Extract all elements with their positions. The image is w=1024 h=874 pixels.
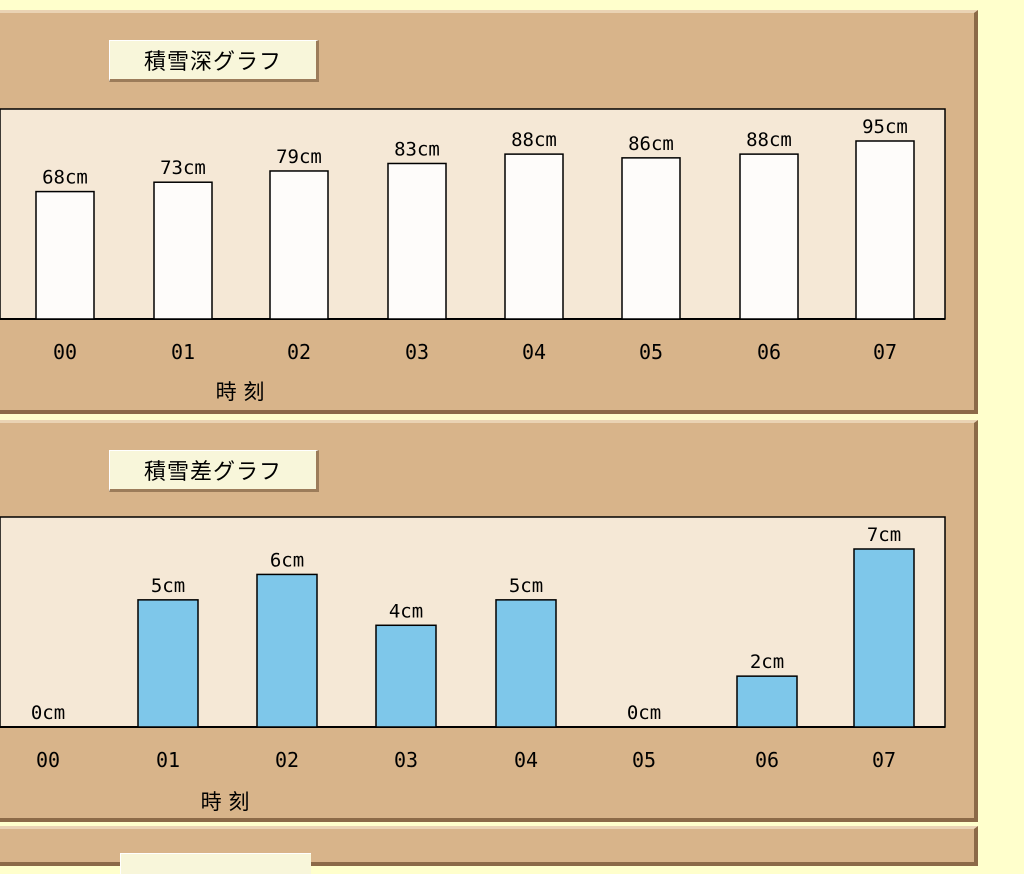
diff-tick-label-01: 01	[156, 748, 180, 772]
next-title-button[interactable]	[120, 853, 311, 874]
depth-tick-label-00: 00	[53, 340, 77, 364]
diff-value-label-02: 6cm	[270, 549, 304, 571]
diff-value-label-04: 5cm	[509, 575, 543, 597]
diff-bar-02	[256, 573, 318, 728]
depth-bar-03	[387, 162, 447, 320]
depth-value-label-00: 68cm	[42, 167, 88, 189]
diff-value-label-06: 2cm	[750, 651, 784, 673]
diff-tick-label-00: 00	[36, 748, 60, 772]
next-panel	[0, 826, 978, 874]
depth-value-label-05: 86cm	[628, 133, 674, 155]
diff-value-label-07: 7cm	[867, 524, 901, 546]
depth-tick-label-01: 01	[171, 340, 195, 364]
diff-bar-01	[137, 599, 199, 728]
depth-tick-label-03: 03	[405, 340, 429, 364]
depth-tick-label-07: 07	[873, 340, 897, 364]
depth-tick-label-06: 06	[757, 340, 781, 364]
diff-tick-label-04: 04	[514, 748, 538, 772]
depth-bar-04	[504, 153, 564, 320]
diff-value-label-00: 0cm	[31, 702, 65, 724]
snow-depth-chart: 68cm 00 73cm 01 79cm 02 83cm 03 88cm 04 86cm 05 88cm…	[0, 108, 946, 404]
snow-depth-title-button[interactable]: 積雪深グラフ	[109, 40, 319, 82]
snow-diff-panel: 積雪差グラフ 0cm 00 5cm 01 6cm 02 4cm 03 5cm 04 0cm 05 2cm…	[0, 420, 978, 822]
diff-tick-label-05: 05	[632, 748, 656, 772]
diff-tick-label-06: 06	[755, 748, 779, 772]
snow-depth-panel: 積雪深グラフ 68cm 00 73cm 01 79cm 02 83cm 03 88cm 04 86c…	[0, 10, 978, 414]
diff-x-axis-title: 時 刻	[201, 790, 250, 814]
diff-value-label-05: 0cm	[627, 702, 661, 724]
diff-value-label-03: 4cm	[389, 600, 423, 622]
depth-bar-02	[269, 170, 329, 320]
depth-bar-06	[739, 153, 799, 320]
depth-tick-label-02: 02	[287, 340, 311, 364]
diff-bar-06	[736, 675, 798, 728]
diff-tick-label-02: 02	[275, 748, 299, 772]
depth-plot-area	[0, 108, 946, 320]
depth-value-label-01: 73cm	[160, 157, 206, 179]
depth-x-axis-title: 時 刻	[216, 380, 265, 404]
depth-value-label-03: 83cm	[394, 138, 440, 160]
depth-bar-05	[621, 157, 681, 320]
diff-bar-07	[853, 548, 915, 728]
diff-value-label-01: 5cm	[151, 575, 185, 597]
diff-tick-label-07: 07	[872, 748, 896, 772]
diff-bar-04	[495, 599, 557, 728]
depth-value-label-04: 88cm	[511, 129, 557, 151]
depth-value-label-06: 88cm	[746, 129, 792, 151]
depth-value-label-02: 79cm	[276, 146, 322, 168]
depth-tick-label-04: 04	[522, 340, 546, 364]
depth-bar-01	[153, 181, 213, 320]
depth-value-label-07: 95cm	[862, 116, 908, 138]
diff-tick-label-03: 03	[394, 748, 418, 772]
snow-diff-title-button[interactable]: 積雪差グラフ	[109, 450, 319, 492]
diff-bar-03	[375, 624, 437, 728]
depth-bar-07	[855, 140, 915, 320]
depth-bar-00	[35, 190, 95, 320]
depth-tick-label-05: 05	[639, 340, 663, 364]
snow-diff-chart: 0cm 00 5cm 01 6cm 02 4cm 03 5cm 04 0cm 05 2cm 06 7cm 07…	[0, 516, 946, 814]
